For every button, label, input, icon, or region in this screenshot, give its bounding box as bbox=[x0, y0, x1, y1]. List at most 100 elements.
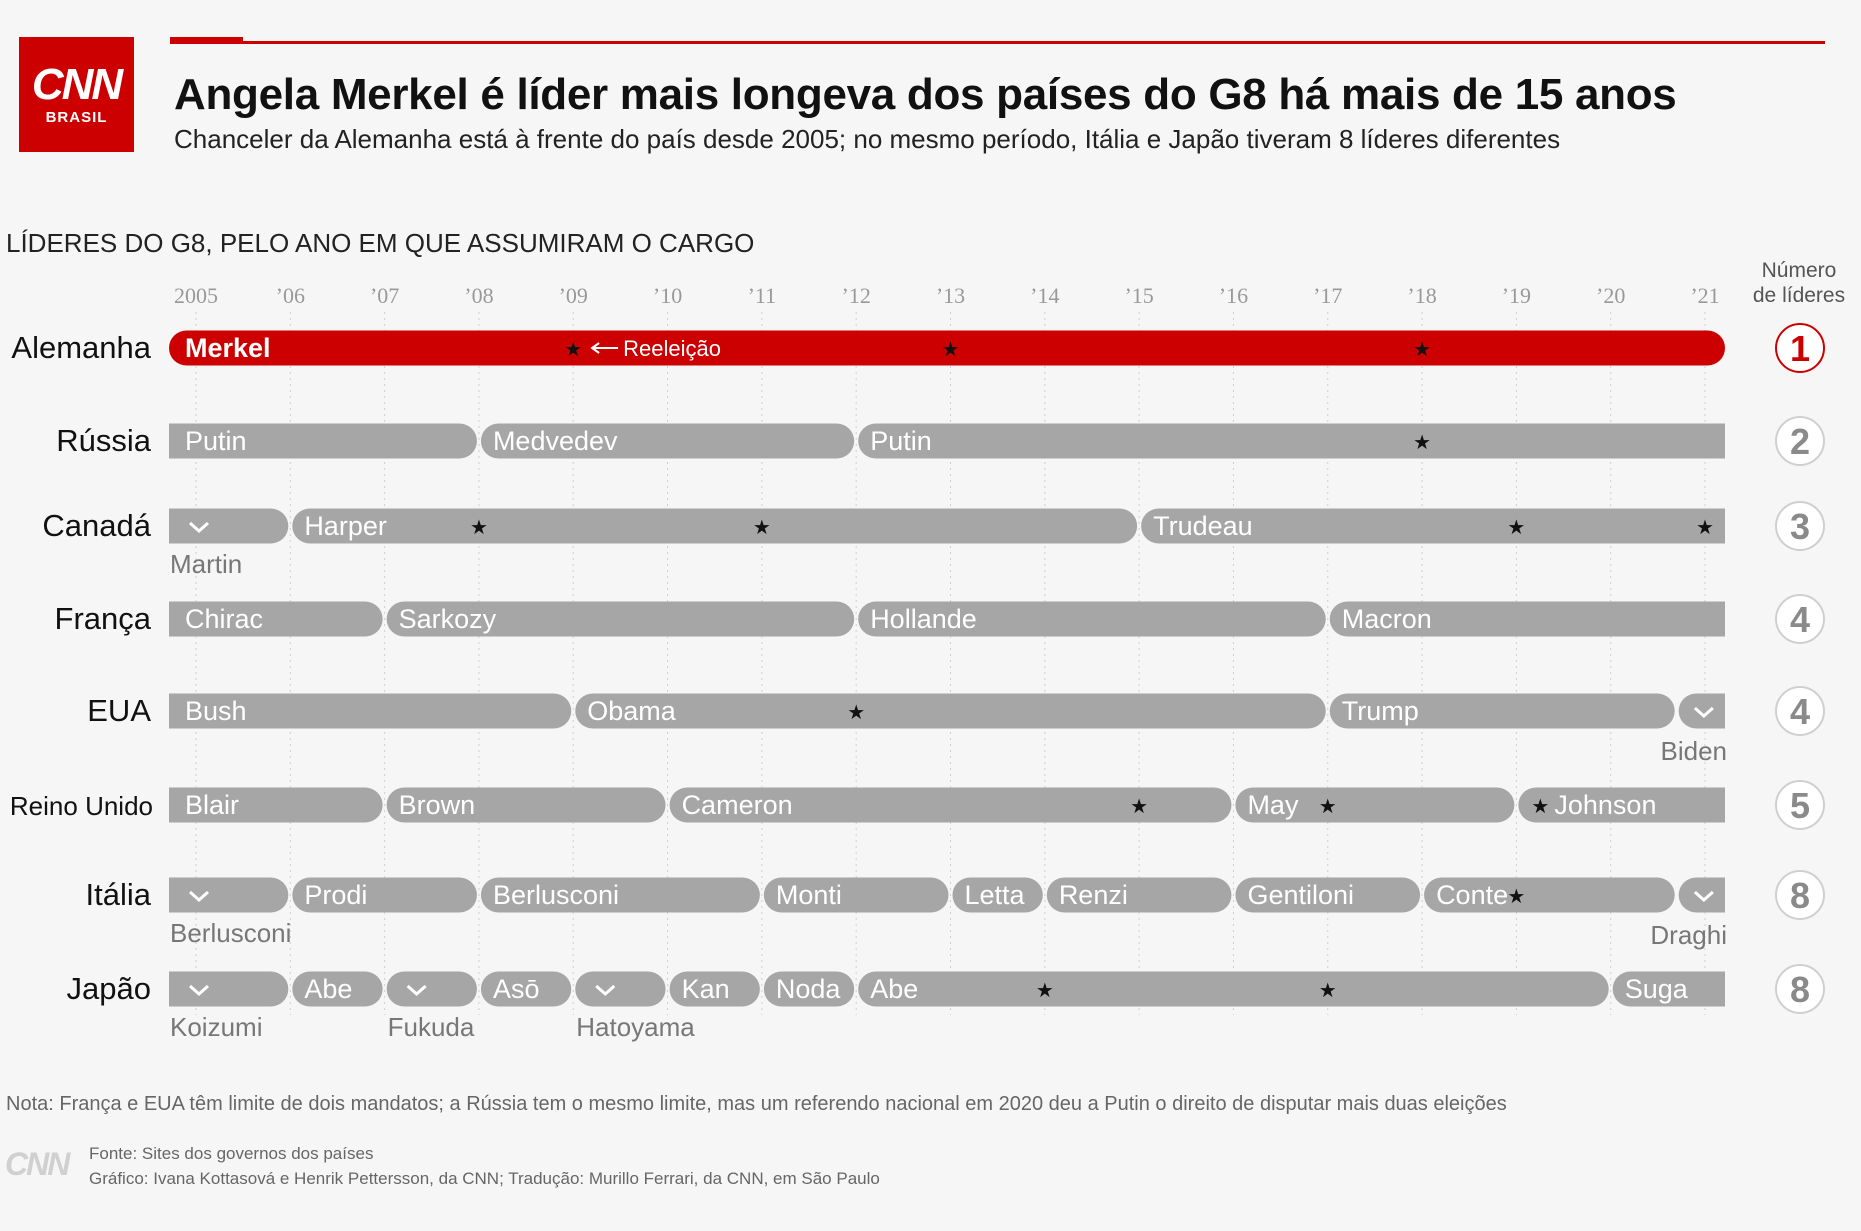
chevron-down-icon bbox=[406, 984, 427, 997]
leader-bar bbox=[1046, 877, 1232, 913]
reelection-star-icon: ★ bbox=[1413, 430, 1431, 454]
leader-bar bbox=[858, 971, 1609, 1007]
x-tick-label: ’07 bbox=[370, 283, 399, 308]
leader-name: Cameron bbox=[682, 790, 793, 820]
leader-bar bbox=[1678, 693, 1725, 729]
top-rule bbox=[170, 41, 1825, 44]
leader-name: Suga bbox=[1625, 974, 1689, 1004]
leader-bar bbox=[169, 787, 383, 823]
leader-bar bbox=[169, 330, 1725, 366]
leader-bar bbox=[1424, 877, 1675, 913]
chart-note: Nota: França e EUA têm limite de dois ma… bbox=[6, 1093, 1507, 1115]
leader-name: Johnson bbox=[1554, 790, 1656, 820]
leader-name: Letta bbox=[965, 880, 1026, 910]
leader-name-below: Koizumi bbox=[170, 1012, 262, 1042]
x-tick-label: ’20 bbox=[1596, 283, 1625, 308]
leader-bar bbox=[386, 601, 855, 637]
leader-name: Trump bbox=[1342, 696, 1419, 726]
reelection-star-icon: ★ bbox=[564, 337, 582, 361]
count-circle bbox=[1775, 870, 1825, 920]
leader-name: Merkel bbox=[185, 333, 271, 363]
x-tick-label: ’08 bbox=[464, 283, 493, 308]
leader-bar bbox=[169, 508, 289, 544]
chevron-down-icon bbox=[1693, 706, 1714, 719]
leader-name: Conte bbox=[1436, 880, 1508, 910]
leader-count: 8 bbox=[1790, 969, 1810, 1010]
leader-bar bbox=[480, 971, 572, 1007]
leader-bar bbox=[480, 423, 855, 459]
leader-name: Bush bbox=[185, 696, 247, 726]
country-label: Canadá bbox=[42, 508, 151, 543]
count-circle bbox=[1775, 501, 1825, 551]
x-tick-label: ’21 bbox=[1690, 283, 1719, 308]
count-circle bbox=[1775, 416, 1825, 466]
leader-count: 2 bbox=[1790, 421, 1810, 462]
reelection-star-icon: ★ bbox=[1319, 794, 1337, 818]
annotation-arrow bbox=[590, 342, 619, 354]
leader-name: Obama bbox=[587, 696, 677, 726]
leader-name: Kan bbox=[682, 974, 730, 1004]
leader-bar bbox=[858, 423, 1725, 459]
logo-sub-text: BRASIL bbox=[45, 109, 108, 126]
leader-name: Prodi bbox=[304, 880, 367, 910]
leader-bar bbox=[952, 877, 1043, 913]
leader-name: Medvedev bbox=[493, 426, 618, 456]
x-tick-label: ’19 bbox=[1502, 283, 1531, 308]
chevron-down-icon bbox=[1693, 890, 1714, 903]
country-label: EUA bbox=[87, 693, 151, 728]
leader-bar bbox=[169, 693, 572, 729]
reelection-star-icon: ★ bbox=[1696, 515, 1714, 539]
reelection-star-icon: ★ bbox=[470, 515, 488, 539]
reelection-star-icon: ★ bbox=[847, 700, 865, 724]
leader-bar bbox=[763, 971, 855, 1007]
x-tick-label: ’18 bbox=[1407, 283, 1436, 308]
leader-bar bbox=[1235, 787, 1515, 823]
leader-count: 3 bbox=[1790, 506, 1810, 547]
top-rule-accent bbox=[170, 37, 243, 44]
leader-count: 4 bbox=[1790, 691, 1810, 732]
count-circle bbox=[1775, 686, 1825, 736]
x-tick-label: ’17 bbox=[1313, 283, 1342, 308]
leader-bar bbox=[1612, 971, 1725, 1007]
leader-bar bbox=[169, 601, 383, 637]
annotation-label: Reeleição bbox=[623, 336, 721, 361]
leader-count: 4 bbox=[1790, 599, 1810, 640]
leader-bar bbox=[292, 508, 1138, 544]
leader-bar bbox=[1518, 787, 1725, 823]
leader-name: Abe bbox=[304, 974, 352, 1004]
count-circle bbox=[1775, 594, 1825, 644]
x-tick-label: ’09 bbox=[559, 283, 588, 308]
leader-bar bbox=[1141, 508, 1725, 544]
country-label: Japão bbox=[67, 971, 151, 1006]
leader-bar bbox=[292, 971, 383, 1007]
reelection-star-icon: ★ bbox=[753, 515, 771, 539]
leader-bar bbox=[669, 787, 1232, 823]
leader-name: Berlusconi bbox=[493, 880, 619, 910]
leader-name: Harper bbox=[304, 511, 387, 541]
x-tick-label: ’15 bbox=[1124, 283, 1153, 308]
count-column-header: Número de líderes bbox=[1744, 258, 1854, 308]
chevron-down-icon bbox=[189, 521, 209, 534]
count-header-line-2: de líderes bbox=[1752, 284, 1846, 307]
leader-name: Macron bbox=[1342, 604, 1432, 634]
footer-cnn-logo: CNN bbox=[5, 1146, 70, 1182]
leader-bar bbox=[669, 971, 760, 1007]
reelection-star-icon: ★ bbox=[1413, 337, 1431, 361]
leader-bar bbox=[480, 877, 760, 913]
count-circle bbox=[1775, 780, 1825, 830]
x-tick-label: ’16 bbox=[1219, 283, 1248, 308]
chevron-down-icon bbox=[595, 984, 616, 997]
leader-bar bbox=[1235, 877, 1421, 913]
country-label: Reino Unido bbox=[10, 791, 153, 821]
chart-section-title: LÍDERES DO G8, PELO ANO EM QUE ASSUMIRAM… bbox=[6, 228, 755, 258]
leader-name: Monti bbox=[776, 880, 842, 910]
leader-bar bbox=[575, 693, 1326, 729]
chevron-down-icon bbox=[189, 890, 209, 903]
leader-bar bbox=[1329, 601, 1725, 637]
leader-name-below: Draghi bbox=[1650, 920, 1727, 950]
cnn-brasil-logo: CNN BRASIL bbox=[19, 37, 134, 152]
reelection-star-icon: ★ bbox=[942, 337, 960, 361]
leader-name: Sarkozy bbox=[399, 604, 497, 634]
reelection-star-icon: ★ bbox=[1130, 794, 1148, 818]
country-label: Rússia bbox=[56, 423, 152, 458]
